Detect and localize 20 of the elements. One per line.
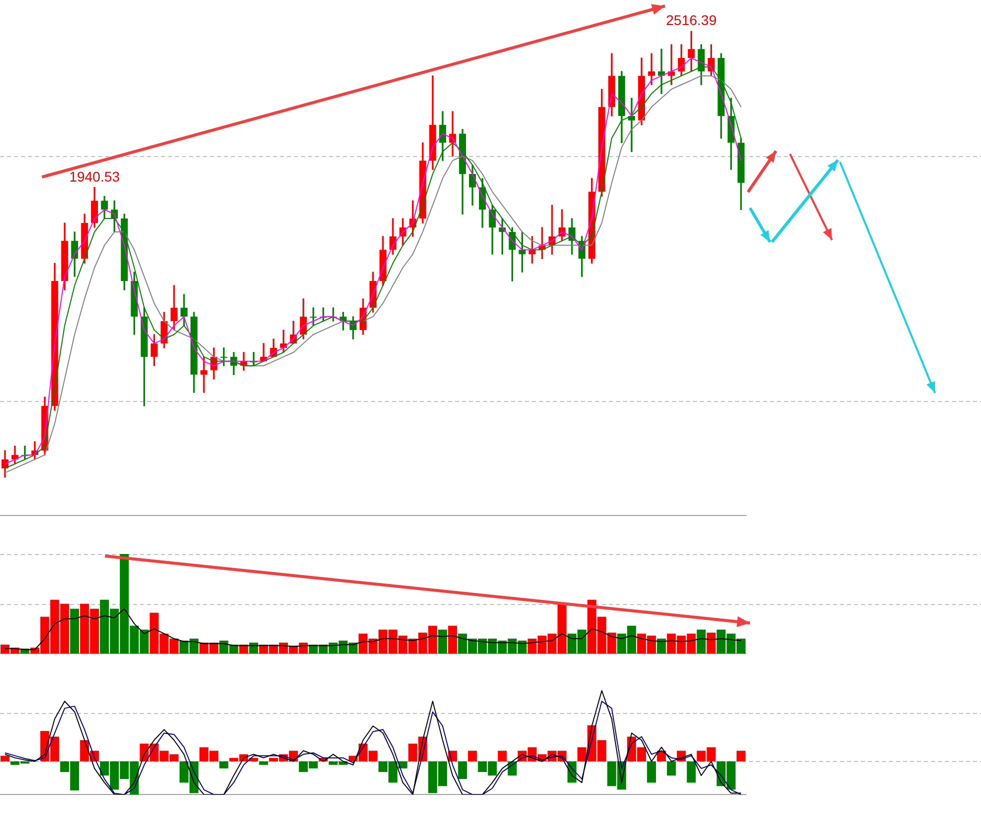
bar	[458, 761, 467, 780]
bar	[666, 761, 676, 776]
bar	[448, 626, 458, 654]
bar	[647, 761, 656, 783]
bar	[498, 750, 507, 762]
bar	[686, 761, 696, 783]
annotation: 1940.53	[69, 168, 120, 184]
bar	[259, 761, 268, 765]
bar	[219, 761, 228, 768]
bar	[468, 750, 477, 762]
bar	[438, 630, 448, 654]
annotation: 2516.39	[666, 12, 717, 28]
bar	[736, 750, 746, 762]
candlestick	[648, 53, 655, 86]
bar	[656, 638, 666, 654]
bar	[70, 608, 80, 654]
bar	[696, 630, 706, 654]
bar	[249, 642, 258, 654]
bar	[0, 756, 10, 762]
bar	[706, 632, 716, 654]
